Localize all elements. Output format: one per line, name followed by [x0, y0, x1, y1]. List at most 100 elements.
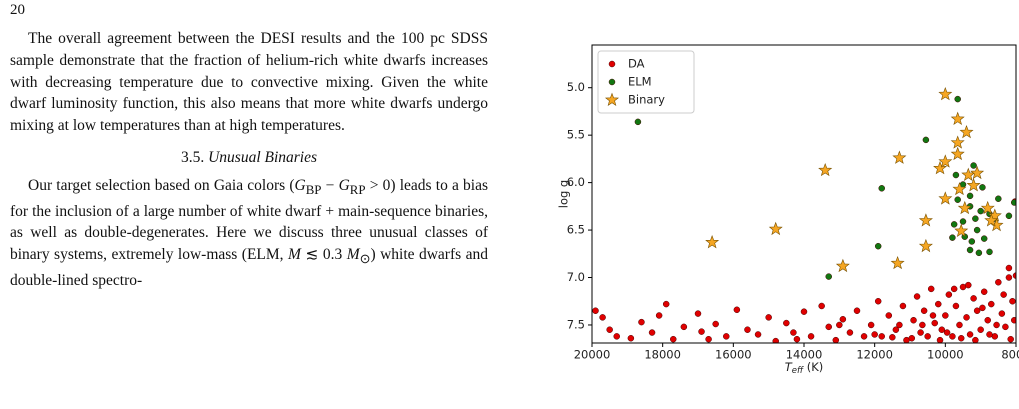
point [917, 329, 924, 336]
point [793, 335, 801, 343]
point [968, 238, 976, 245]
point [899, 302, 907, 310]
point [963, 314, 970, 321]
point [1005, 264, 1013, 272]
point [927, 285, 935, 293]
point [634, 118, 642, 126]
text-column: The overall agreement between the DESI r… [10, 28, 488, 292]
legend-marker [608, 78, 616, 86]
y-tick-label: 6.5 [567, 223, 585, 237]
point [986, 331, 993, 338]
point [1000, 291, 1007, 298]
point [892, 326, 900, 333]
point [860, 333, 868, 340]
point [980, 235, 988, 242]
star-point [705, 235, 720, 249]
star-point [950, 111, 965, 125]
point [984, 316, 991, 324]
point [919, 321, 926, 329]
point [1010, 316, 1016, 324]
point [638, 318, 645, 326]
star-point [984, 213, 999, 227]
point [723, 333, 730, 340]
point [853, 307, 861, 314]
point [929, 312, 937, 319]
star-point [933, 161, 948, 175]
point [942, 312, 949, 319]
star-point [938, 191, 953, 205]
point [800, 308, 808, 315]
legend-marker [604, 92, 620, 107]
point [977, 207, 984, 215]
star-point [950, 146, 965, 161]
point [950, 221, 958, 228]
paragraph: Our target selection based on Gaia color… [10, 175, 488, 292]
star-point [957, 200, 972, 215]
point [957, 335, 965, 342]
math: RP [349, 181, 366, 197]
plot-area [592, 87, 1016, 343]
page-number: 20 [10, 2, 25, 18]
star-point [768, 221, 783, 236]
x-tick-label: 14000 [786, 348, 823, 362]
point [935, 300, 942, 308]
text: ) white dwarfs and double-lined spectro- [10, 246, 488, 290]
point [1005, 274, 1013, 281]
star-point [966, 178, 981, 192]
point [970, 295, 977, 302]
math: M [288, 246, 301, 264]
point [662, 300, 670, 308]
x-label-symbol: T [785, 360, 793, 374]
x-tick-label: 20000 [574, 348, 611, 362]
point [949, 333, 956, 340]
point [836, 321, 843, 329]
point [733, 306, 741, 314]
star-point [818, 162, 833, 177]
point [825, 273, 832, 280]
y-tick-label: 7.5 [567, 317, 585, 331]
x-label-subscript: eff [792, 366, 804, 376]
point [973, 226, 981, 234]
point [765, 314, 772, 321]
point [980, 288, 988, 296]
point [995, 279, 1002, 286]
point [754, 331, 762, 338]
point [977, 326, 984, 333]
star-point [970, 165, 985, 180]
point [910, 316, 917, 324]
point [979, 304, 986, 312]
point [839, 316, 847, 323]
point [979, 184, 986, 191]
point [648, 329, 656, 336]
section-title: Unusual Binaries [208, 148, 318, 166]
point [790, 329, 797, 336]
point [922, 136, 930, 144]
point [878, 185, 885, 192]
point [966, 192, 974, 200]
point [712, 320, 719, 328]
x-axis-label: Teff (K) [785, 360, 824, 376]
x-tick-label: 10000 [927, 348, 964, 362]
point [993, 321, 1000, 329]
point [954, 196, 961, 203]
point [966, 331, 974, 338]
point [975, 249, 983, 257]
star-point [892, 150, 907, 164]
point [878, 333, 885, 340]
point [949, 234, 956, 241]
point [952, 302, 960, 310]
point [818, 302, 825, 310]
y-tick-label: 5.5 [567, 128, 585, 142]
section-number: 3.5. [180, 148, 205, 166]
point [680, 323, 688, 331]
star-point [950, 135, 965, 149]
point [954, 95, 961, 103]
point [913, 293, 921, 300]
y-tick-label: 7.0 [567, 270, 585, 284]
point [908, 335, 916, 342]
point [1009, 297, 1016, 305]
point [896, 321, 903, 329]
point [965, 281, 972, 289]
point [871, 331, 878, 338]
